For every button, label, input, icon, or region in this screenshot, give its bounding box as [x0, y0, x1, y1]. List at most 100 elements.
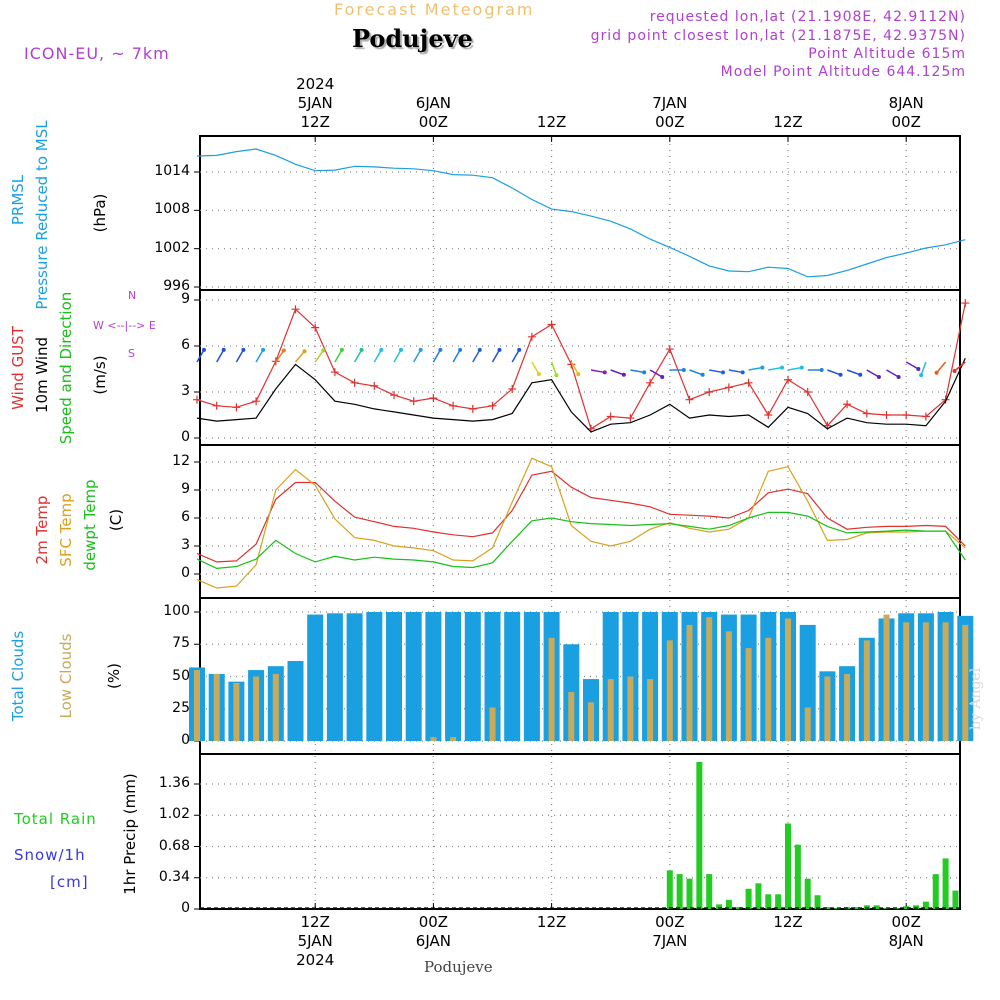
wind-arrow-head [916, 367, 921, 371]
rain-bar [785, 823, 791, 909]
low-cloud-bar [745, 648, 752, 741]
pressure-ytick-label: 1014 [154, 163, 190, 179]
wind-arrow-head [576, 372, 581, 377]
wind-ytick-label: 6 [181, 337, 190, 353]
low-cloud-bar [903, 622, 910, 741]
wind-direction-arrow [235, 349, 245, 363]
rain-bar [775, 894, 782, 909]
bottom-time-label: 00Z [418, 913, 449, 931]
wind-gust-point [862, 409, 871, 418]
total-cloud-bar [346, 613, 363, 741]
wind-gust-point [429, 394, 438, 403]
wind-arrow-head [896, 375, 901, 379]
wind-gust-point [665, 345, 674, 354]
wind-arrow-head [919, 373, 924, 378]
top-time-label: 12Z [300, 113, 330, 131]
rain-bar [913, 905, 920, 909]
top-time-label: 12Z [536, 113, 567, 131]
total-cloud-bar [386, 612, 402, 741]
wind-gust-point [921, 412, 930, 421]
rain-bar [863, 905, 870, 909]
low-cloud-bar [548, 637, 555, 741]
low-cloud-bar [785, 618, 791, 741]
rain-bar [666, 870, 673, 909]
wind-direction-arrow [649, 369, 663, 378]
low-cloud-bar [588, 702, 594, 741]
temperature-series-0-line [196, 470, 966, 563]
wind-direction-arrow [787, 366, 802, 371]
bottom-time-label: 8JAN [888, 932, 924, 950]
point-altitude: Point Altitude 615m [808, 46, 966, 62]
wind-direction-arrow [511, 349, 520, 363]
rain-bar [942, 858, 949, 909]
precip-label-rain: Total Rain [14, 810, 97, 828]
low-cloud-bar [962, 624, 969, 741]
chart-title: Forecast Meteogram [334, 0, 535, 19]
rain-bar [804, 878, 811, 909]
low-cloud-bar [568, 691, 575, 741]
wind-direction-arrow [216, 349, 225, 363]
low-cloud-bar [804, 707, 811, 741]
low-cloud-bar [863, 640, 870, 741]
wind-arrow-head [261, 347, 266, 352]
precip-ylabel-unit: 1hr Precip (mm) [121, 773, 139, 895]
wind-gust-point [685, 395, 694, 404]
temperature-ytick-label: 12 [172, 453, 190, 469]
low-cloud-bar [213, 673, 220, 741]
low-cloud-bar [627, 676, 634, 741]
bottom-time-label: 12Z [536, 913, 567, 931]
wind-direction-arrow [373, 349, 382, 363]
wind-panel-frame [199, 289, 961, 446]
low-cloud-bar [253, 676, 260, 741]
pressure-ytick-label: 996 [163, 278, 190, 294]
wind-direction-arrow [294, 350, 306, 363]
footer-location: Podujeve [424, 958, 493, 976]
bottom-time-label: 5JAN [297, 932, 333, 950]
wind-gust-point [567, 360, 576, 369]
wind-direction-arrow [709, 369, 724, 374]
rain-bar [922, 901, 929, 909]
wind-gust-point [606, 412, 615, 421]
wind-gust-point [764, 411, 773, 419]
wind-gust-point [646, 378, 655, 387]
wind-arrow-head [554, 373, 559, 378]
clouds-ytick-label: 100 [163, 603, 190, 619]
wind-gust-point [724, 383, 733, 392]
wind-gust-point [527, 332, 536, 341]
low-cloud-bar [706, 617, 713, 741]
compass-s: S [128, 347, 135, 360]
temp-ylabel-2m: 2m Temp [33, 495, 51, 565]
wind-direction-arrow [689, 369, 703, 376]
wind-arrow-head [838, 372, 843, 377]
wind-direction-arrow [846, 369, 861, 376]
total-cloud-bar [326, 613, 343, 741]
bottom-time-label: 00Z [655, 913, 685, 931]
clouds-ytick-label: 0 [181, 732, 190, 748]
low-cloud-bar [233, 682, 240, 741]
wind-direction-arrow [920, 361, 927, 376]
wind-arrow-head [934, 370, 939, 375]
rain-bar [903, 906, 910, 909]
top-time-label: 5JAN [297, 94, 333, 112]
rain-bar [873, 905, 880, 909]
bottom-time-label: 00Z [891, 913, 921, 931]
wind-arrow-head [799, 365, 804, 370]
wind-arrow-head [241, 347, 246, 352]
total-cloud-bar [287, 661, 304, 741]
temperature-ytick-label: 3 [181, 537, 190, 553]
wind-gust-point [488, 401, 497, 410]
rain-bar [686, 878, 693, 909]
wind-arrow-head [602, 370, 607, 375]
wind-direction-arrow [728, 369, 743, 374]
total-cloud-bar [366, 612, 383, 741]
pressure-ylabel-unit: (hPa) [91, 193, 109, 233]
location-title: Podujeve [352, 24, 473, 53]
precip-ytick-label: 0 [181, 900, 190, 916]
low-cloud-bar [272, 673, 279, 741]
wind-gust-point [350, 378, 359, 387]
rain-bar [952, 890, 959, 909]
bottom-time-label: 7JAN [652, 932, 688, 950]
wind-ylabel-10m: 10m Wind [33, 336, 51, 414]
wind-arrow-head [876, 375, 881, 379]
wind-gust-point [193, 395, 201, 404]
